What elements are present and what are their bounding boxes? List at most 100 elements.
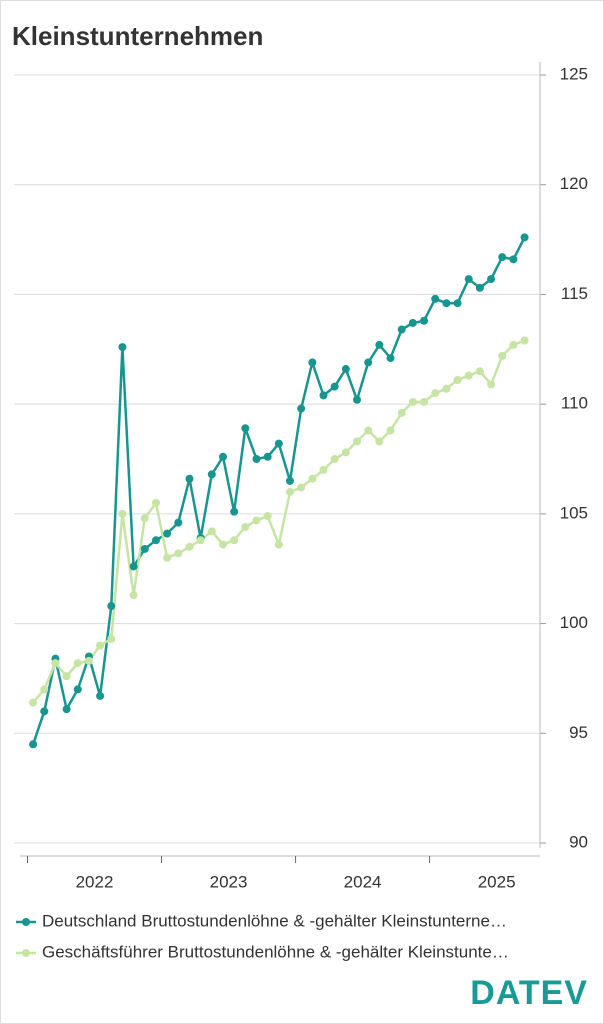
data-point bbox=[118, 509, 127, 518]
data-point bbox=[431, 294, 440, 303]
legend-label: Deutschland Bruttostundenlöhne & -gehält… bbox=[42, 911, 507, 930]
x-tick-label: 2025 bbox=[478, 872, 516, 891]
y-tick-label: 120 bbox=[560, 174, 588, 193]
data-point bbox=[520, 233, 529, 242]
data-point bbox=[442, 299, 451, 308]
data-point bbox=[174, 518, 183, 527]
data-point bbox=[29, 740, 38, 749]
data-point bbox=[163, 529, 172, 538]
data-point bbox=[151, 536, 160, 545]
data-point bbox=[163, 553, 172, 562]
data-point bbox=[375, 437, 384, 446]
data-point bbox=[62, 705, 71, 714]
data-point bbox=[129, 591, 138, 600]
data-point bbox=[498, 253, 507, 262]
data-point bbox=[319, 391, 328, 400]
data-point bbox=[263, 452, 272, 461]
data-point bbox=[230, 507, 239, 516]
data-point bbox=[487, 275, 496, 284]
data-point bbox=[241, 424, 250, 433]
data-point bbox=[140, 544, 149, 553]
data-point bbox=[330, 382, 339, 391]
legend-label: Geschäftsführer Bruttostundenlöhne & -ge… bbox=[42, 942, 509, 961]
y-tick-label: 110 bbox=[561, 394, 588, 413]
data-point bbox=[386, 426, 395, 435]
data-point bbox=[353, 437, 362, 446]
data-point bbox=[118, 343, 127, 352]
data-point bbox=[364, 426, 373, 435]
data-point bbox=[520, 336, 529, 345]
data-point bbox=[40, 707, 49, 716]
y-tick-label: 95 bbox=[569, 723, 588, 742]
x-tick-label: 2023 bbox=[210, 872, 248, 891]
y-tick-label: 115 bbox=[561, 284, 588, 303]
data-point bbox=[431, 389, 440, 398]
data-point bbox=[185, 474, 194, 483]
data-point bbox=[408, 318, 417, 327]
chart-title: Kleinstunternehmen bbox=[12, 21, 263, 51]
data-point bbox=[96, 641, 105, 650]
data-point bbox=[185, 542, 194, 551]
legend-marker bbox=[22, 949, 30, 957]
data-point bbox=[397, 325, 406, 334]
data-point bbox=[353, 395, 362, 404]
data-point bbox=[151, 498, 160, 507]
data-point bbox=[285, 487, 294, 496]
data-point bbox=[487, 380, 496, 389]
data-point bbox=[386, 354, 395, 363]
data-point bbox=[174, 549, 183, 558]
data-point bbox=[308, 474, 317, 483]
x-tick-label: 2024 bbox=[344, 872, 382, 891]
legend-marker bbox=[22, 918, 30, 926]
data-point bbox=[509, 255, 518, 264]
data-point bbox=[420, 397, 429, 406]
data-point bbox=[73, 685, 82, 694]
data-point bbox=[129, 562, 138, 571]
data-point bbox=[420, 316, 429, 325]
data-point bbox=[218, 452, 227, 461]
data-point bbox=[263, 512, 272, 521]
data-point bbox=[29, 698, 38, 707]
y-tick-label: 100 bbox=[560, 613, 588, 632]
data-point bbox=[196, 536, 205, 545]
data-point bbox=[274, 439, 283, 448]
data-point bbox=[51, 659, 60, 668]
y-tick-label: 125 bbox=[560, 64, 588, 83]
data-point bbox=[498, 351, 507, 360]
data-point bbox=[84, 656, 93, 665]
logo: DATEV bbox=[470, 974, 588, 1012]
data-point bbox=[297, 483, 306, 492]
data-point bbox=[207, 527, 216, 536]
data-point bbox=[62, 672, 71, 681]
data-point bbox=[319, 465, 328, 474]
data-point bbox=[475, 367, 484, 376]
data-point bbox=[73, 659, 82, 668]
x-tick-label: 2022 bbox=[76, 872, 114, 891]
data-point bbox=[341, 365, 350, 374]
data-point bbox=[218, 540, 227, 549]
data-point bbox=[252, 516, 261, 525]
data-point bbox=[107, 634, 116, 643]
data-point bbox=[107, 602, 116, 611]
data-point bbox=[285, 476, 294, 485]
data-point bbox=[453, 299, 462, 308]
data-point bbox=[230, 536, 239, 545]
data-point bbox=[297, 404, 306, 413]
data-point bbox=[397, 408, 406, 417]
data-point bbox=[442, 384, 451, 393]
data-point bbox=[475, 283, 484, 292]
data-point bbox=[364, 358, 373, 367]
data-point bbox=[341, 448, 350, 457]
data-point bbox=[252, 455, 261, 463]
y-tick-label: 105 bbox=[560, 503, 588, 522]
data-point bbox=[330, 455, 339, 463]
data-point bbox=[96, 691, 105, 700]
data-point bbox=[408, 397, 417, 406]
data-point bbox=[140, 514, 149, 523]
data-point bbox=[40, 685, 49, 694]
data-point bbox=[509, 340, 518, 349]
data-point bbox=[453, 376, 462, 385]
data-point bbox=[464, 371, 473, 380]
